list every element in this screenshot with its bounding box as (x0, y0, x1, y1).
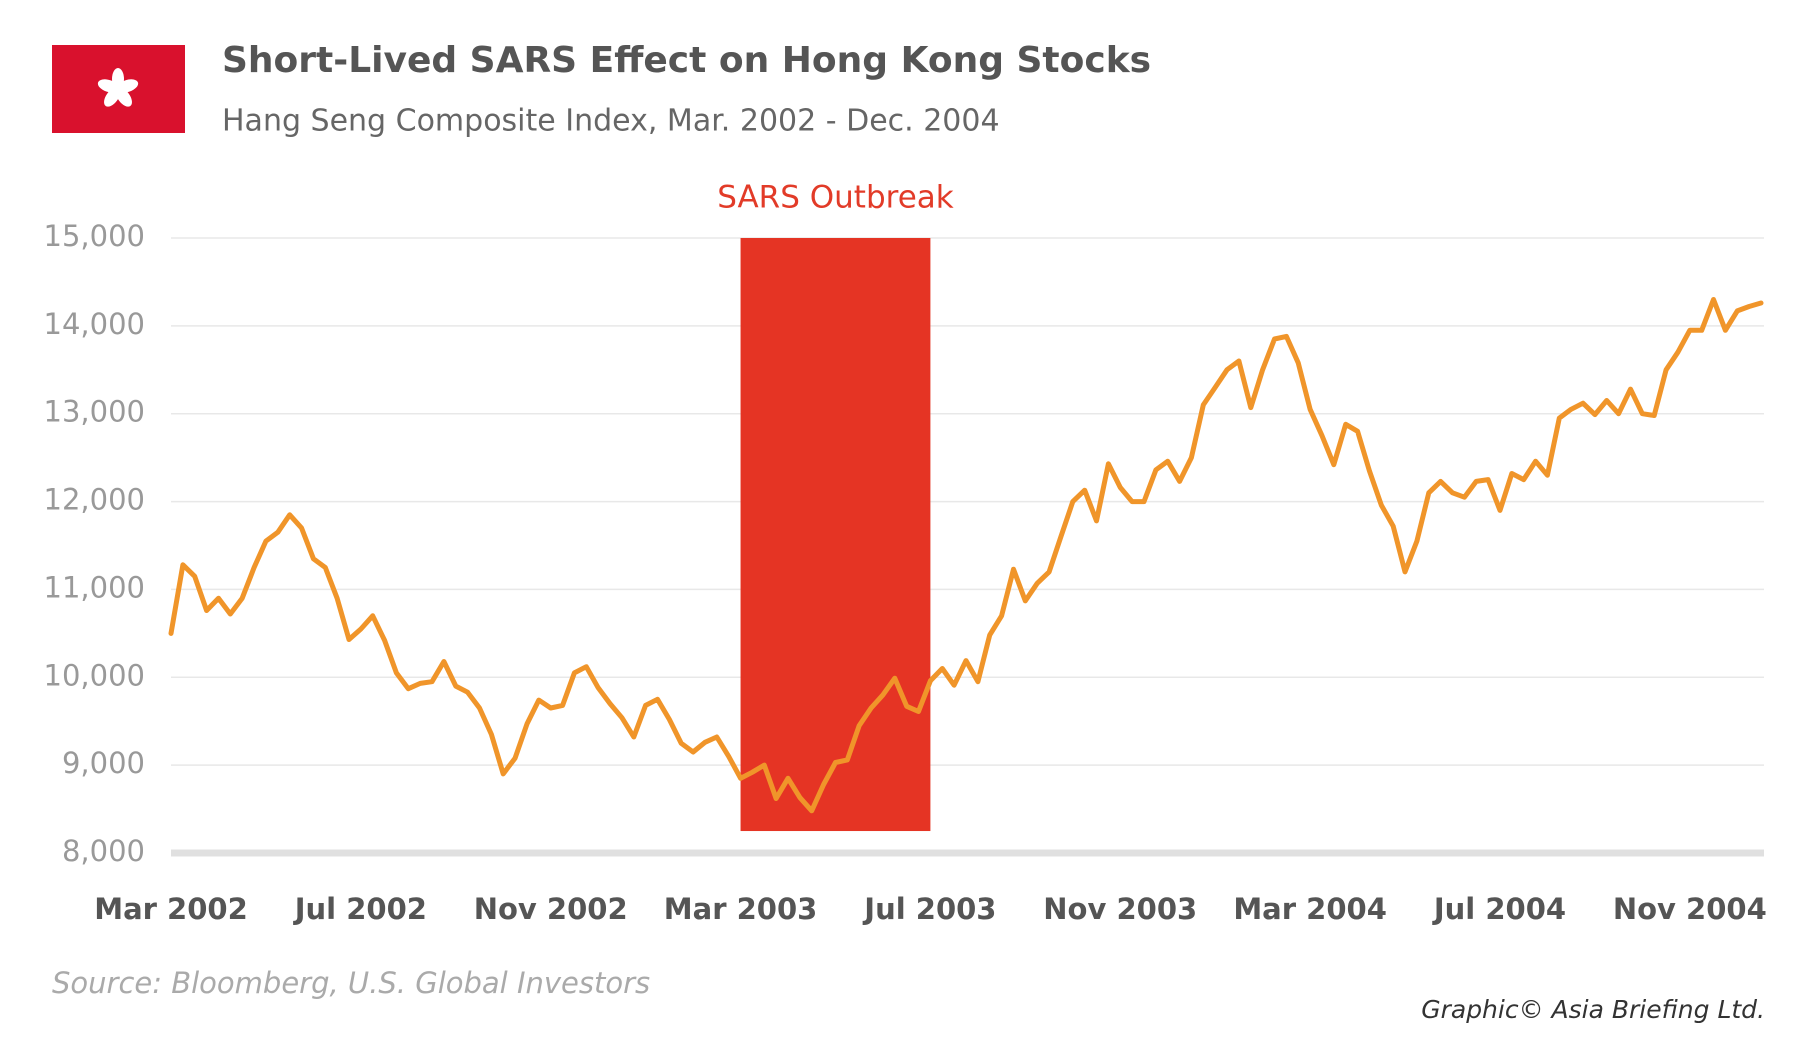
x-tick-label: Jul 2002 (293, 892, 427, 926)
y-tick-label: 15,000 (44, 219, 145, 253)
chart-subtitle: Hang Seng Composite Index, Mar. 2002 - D… (222, 104, 1000, 139)
y-tick-label: 13,000 (44, 395, 145, 429)
y-tick-label: 9,000 (62, 746, 145, 780)
flag (52, 45, 185, 133)
source-note: Source: Bloomberg, U.S. Global Investors (52, 966, 650, 1000)
credit: Graphic© Asia Briefing Ltd. (1421, 995, 1765, 1024)
x-tick-label: Mar 2002 (94, 892, 248, 926)
y-tick-label: 11,000 (44, 570, 145, 604)
span-layer: SARS Outbreak (717, 180, 954, 832)
sars-band (740, 238, 931, 832)
index-line (168, 297, 1764, 814)
y-tick-label: 14,000 (44, 307, 145, 341)
grid: 8,000 9,000 10,000 11,000 12,000 13,000 14,000… (44, 219, 1767, 926)
x-tick-label: Nov 2003 (1043, 892, 1197, 926)
span-label: SARS Outbreak (717, 180, 954, 216)
plot (168, 297, 1764, 814)
x-tick-label: Nov 2004 (1613, 892, 1767, 926)
x-tick-label: Mar 2004 (1233, 892, 1387, 926)
chart-title: Short-Lived SARS Effect on Hong Kong Sto… (222, 40, 1151, 81)
x-tick-label: Jul 2003 (862, 892, 996, 926)
x-tick-label: Mar 2003 (664, 892, 818, 926)
flag-flower (97, 68, 139, 107)
y-tick-label: 8,000 (62, 834, 145, 868)
x-tick-label: Jul 2004 (1432, 892, 1566, 926)
y-tick-label: 10,000 (44, 658, 145, 692)
y-tick-label: 12,000 (44, 483, 145, 517)
x-tick-label: Nov 2002 (474, 892, 628, 926)
